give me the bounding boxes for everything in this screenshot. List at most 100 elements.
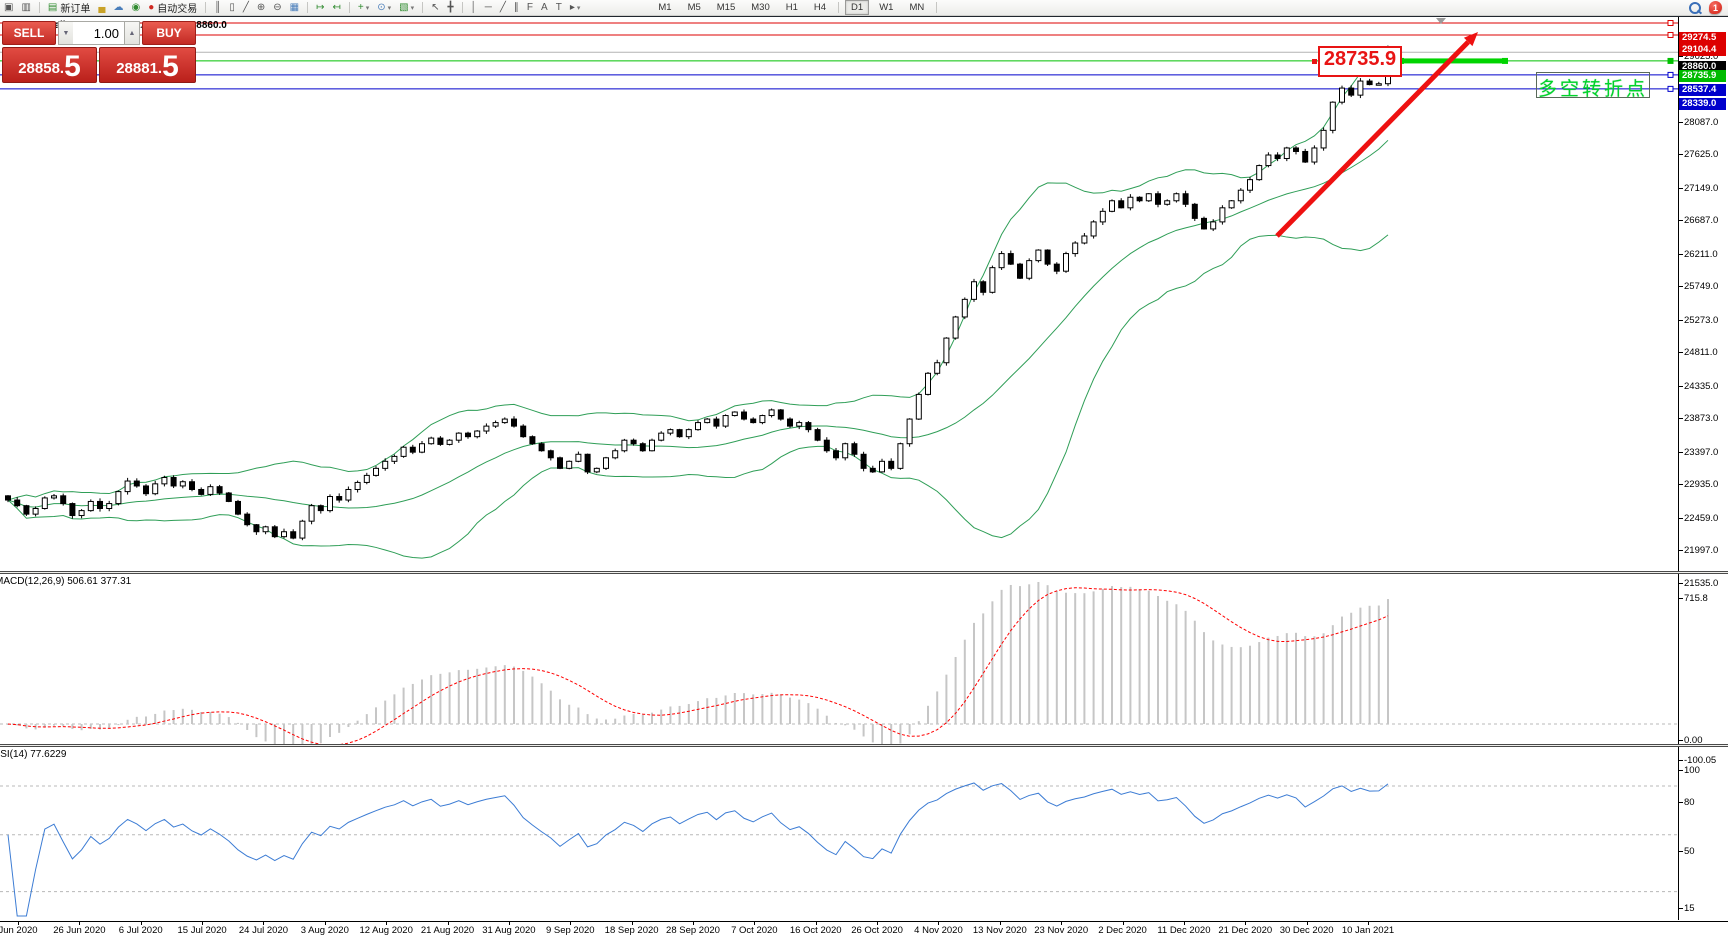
bar-chart-icon[interactable]: ║	[214, 1, 222, 13]
date-tick	[631, 922, 633, 925]
horizontal-line-icon[interactable]: ─	[484, 1, 492, 13]
new-order-icon[interactable]: ▤ 新订单	[47, 1, 91, 16]
trendline-icon[interactable]: ╱	[499, 1, 506, 13]
cursor-icon[interactable]: ↖	[431, 1, 440, 13]
bid-price-small: 28858.	[18, 60, 65, 77]
date-label: 7 Oct 2020	[731, 925, 778, 936]
price-tick: 25749.0	[1679, 281, 1728, 293]
price-annotation-label[interactable]: 28735.9	[1318, 46, 1402, 78]
search-icon[interactable]	[1689, 1, 1701, 14]
candles-layer	[5, 45, 1391, 541]
timeframe-w1[interactable]: W1	[879, 2, 894, 13]
price-level-label: 28735.9	[1679, 69, 1726, 82]
date-tick	[18, 922, 19, 925]
date-label: 9 Sep 2020	[545, 925, 595, 936]
macd-tick: 0.00	[1679, 735, 1728, 746]
vertical-line-icon[interactable]: │	[470, 1, 477, 13]
price-tick: 26687.0	[1679, 215, 1728, 227]
zoom-in-icon[interactable]: ⊕	[256, 1, 266, 13]
timeframe-h1[interactable]: H1	[785, 2, 798, 13]
fibonacci-icon[interactable]: F	[526, 1, 534, 13]
rsi-tick: 100	[1679, 764, 1728, 776]
chart-window: JPN225-,Daily 28412.5 28952.5 28377.5 28…	[0, 15, 1728, 940]
toolbar-separator	[422, 2, 424, 13]
timeframe-d1[interactable]: D1	[845, 0, 870, 15]
toolbar-separator	[936, 2, 938, 13]
price-tick: 23397.0	[1679, 446, 1728, 458]
cloud-icon[interactable]: ☁	[113, 1, 124, 13]
note-annotation[interactable]: 多空转折点	[1536, 72, 1650, 100]
volume-input[interactable]	[73, 21, 125, 45]
date-label: 21 Aug 2020	[420, 925, 475, 936]
price-level-label: 28339.0	[1679, 97, 1726, 110]
templates-icon[interactable]: ▧ ▾	[399, 1, 415, 13]
macd-signal-line	[7, 587, 1389, 744]
date-label: 6 Jul 2020	[118, 925, 163, 936]
ask-price-big: 5	[162, 50, 179, 83]
window-preview-icon[interactable]: ▥	[21, 1, 31, 13]
timeframe-h4[interactable]: H4	[813, 2, 827, 13]
date-tick	[877, 922, 879, 925]
autoscroll-icon[interactable]: ↦	[316, 1, 325, 13]
indicators-icon[interactable]: + ▾	[357, 1, 370, 13]
price-tick: 27625.0	[1679, 149, 1728, 161]
price-tick: 22459.0	[1679, 512, 1728, 524]
arrows-icon[interactable]: ▸ ▾	[569, 1, 581, 13]
time-axis[interactable]: Jun 2020 26 Jun 2020 6 Jul 2020 15 Jul 2020…	[0, 921, 1728, 940]
signals-icon[interactable]: ◉	[131, 1, 141, 13]
chart-shift-icon[interactable]: ↤	[332, 1, 341, 13]
date-tick	[754, 922, 756, 925]
tile-windows-icon[interactable]: ▦	[289, 1, 300, 13]
price-tick: 23873.0	[1679, 413, 1728, 425]
gold-icon[interactable]: ▄	[98, 1, 106, 13]
date-label: 16 Oct 2020	[789, 925, 842, 936]
date-tick	[1306, 922, 1308, 925]
volume-decrease-button[interactable]: ▼	[58, 21, 74, 45]
date-label: 13 Nov 2020	[972, 925, 1027, 936]
volume-increase-button[interactable]: ▲	[124, 21, 140, 45]
pane-splitter[interactable]	[0, 744, 1728, 747]
timeframe-mn[interactable]: MN	[909, 2, 925, 13]
timeframe-m30[interactable]: M30	[751, 2, 770, 13]
crosshair-icon[interactable]: ╋	[447, 1, 454, 13]
toolbar-separator	[205, 2, 207, 13]
date-tick	[570, 922, 572, 925]
date-tick	[1245, 922, 1247, 925]
price-tick: 26211.0	[1679, 248, 1728, 260]
text-icon[interactable]: A	[541, 1, 548, 13]
toolbar-items: ▣ ▥ ▤ 新订单 ▄ ☁ ◉ ● 自动交易 ║ ▯ ╱ ⊕ ⊖ ▦ ↦ ↤ + ▾ ⊙ ▾ ▧ ▾ ↖ ╋ │ ─ ╱ ∥ F A T ▸ ▾	[0, 1, 584, 16]
line-chart-icon[interactable]: ╱	[242, 1, 249, 13]
date-label: 4 Nov 2020	[914, 925, 963, 936]
date-label: 31 Aug 2020	[482, 925, 536, 936]
price-tick: 22935.0	[1679, 479, 1728, 491]
ask-price-panel[interactable]: 28881. 5	[99, 47, 196, 83]
channel-icon[interactable]: ∥	[513, 1, 519, 13]
price-tick: 28087.0	[1679, 116, 1728, 128]
bollinger-bands	[7, 45, 1389, 559]
timeframe-m1[interactable]: M1	[658, 2, 672, 13]
new-chart-icon[interactable]: ▣	[4, 1, 14, 13]
price-tick: 25273.0	[1679, 314, 1728, 326]
text-label-icon[interactable]: T	[555, 1, 562, 13]
bid-price-panel[interactable]: 28858. 5	[2, 47, 97, 83]
timeframe-m15[interactable]: M15	[716, 2, 736, 13]
timeframe-m5[interactable]: M5	[687, 2, 701, 13]
notification-badge[interactable]: 1	[1709, 1, 1722, 14]
date-label: 2 Dec 2020	[1098, 925, 1147, 936]
price-level-label: 29104.4	[1679, 43, 1726, 56]
sell-button[interactable]: SELL	[2, 21, 56, 45]
date-label: 15 Jul 2020	[177, 925, 227, 936]
date-tick	[1122, 922, 1124, 925]
buy-button[interactable]: BUY	[142, 21, 196, 45]
price-annotation-handle[interactable]	[1312, 58, 1317, 64]
candlestick-chart-icon[interactable]: ▯	[229, 1, 235, 13]
price-tick: 24811.0	[1679, 347, 1728, 359]
rsi-gridlines	[0, 785, 1678, 893]
autotrade-icon[interactable]: ● 自动交易	[148, 1, 198, 16]
date-label: 30 Dec 2020	[1279, 925, 1334, 936]
pane-splitter[interactable]	[0, 571, 1728, 574]
date-tick	[263, 922, 265, 925]
periods-icon[interactable]: ⊙ ▾	[377, 1, 392, 13]
date-label: 23 Nov 2020	[1034, 925, 1089, 936]
zoom-out-icon[interactable]: ⊖	[273, 1, 282, 13]
